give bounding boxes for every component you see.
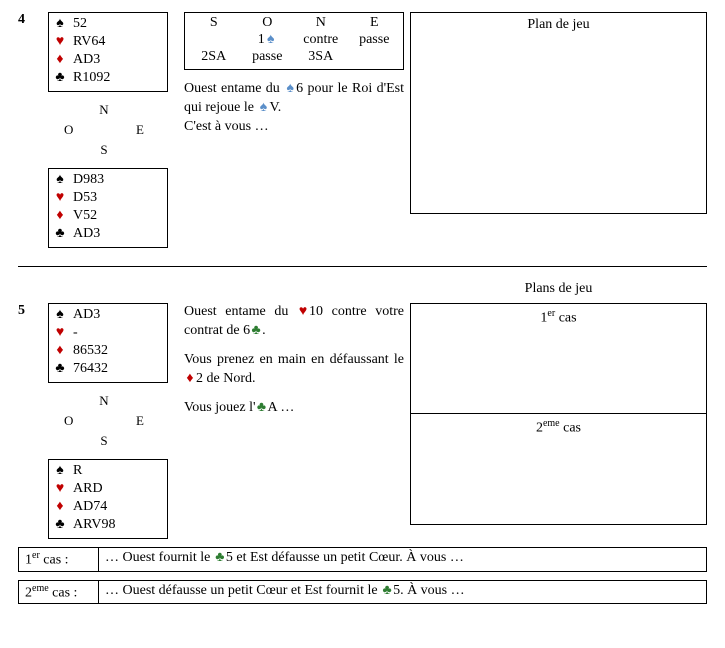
- north-clubs: R1092: [73, 69, 110, 87]
- heart-icon: ♥: [297, 303, 309, 322]
- bid-cell: [348, 49, 402, 65]
- problem-number: 5: [18, 303, 42, 319]
- club-icon: ♣: [53, 69, 67, 87]
- south-clubs: AD3: [73, 225, 100, 243]
- spade-icon: ♠: [284, 80, 296, 99]
- south-hearts: D53: [73, 189, 97, 207]
- narrative-text: Ouest entame du ♠6 pour le Roi d'Est qui…: [184, 80, 404, 137]
- narrative-text: Ouest entame du ♥10 contre votre contrat…: [184, 303, 404, 417]
- bid-cell: contre: [294, 32, 348, 48]
- club-icon: ♣: [53, 225, 67, 243]
- spade-icon: ♠: [53, 462, 67, 480]
- compass-e: E: [136, 413, 144, 429]
- club-icon: ♣: [381, 583, 393, 599]
- bid-header: E: [348, 15, 402, 31]
- south-spades: D983: [73, 171, 104, 189]
- problem-5: 5 ♠AD3 ♥- ♦86532 ♣76432 N S E O ♠R ♥ARD …: [18, 303, 707, 539]
- heart-icon: ♥: [53, 33, 67, 51]
- club-icon: ♣: [255, 399, 267, 418]
- heart-icon: ♥: [53, 480, 67, 498]
- north-spades: AD3: [73, 306, 100, 324]
- plans-header: Plans de jeu: [410, 281, 707, 303]
- diamond-icon: ♦: [53, 207, 67, 225]
- spade-icon: ♠: [257, 99, 269, 118]
- plan-title: Plan de jeu: [411, 13, 706, 37]
- south-diamonds: AD74: [73, 498, 107, 516]
- problem-number: 4: [18, 12, 42, 28]
- south-hearts: ARD: [73, 480, 103, 498]
- club-icon: ♣: [53, 516, 67, 534]
- bid-cell: 1♠: [241, 32, 295, 48]
- case1-row: 1er cas : … Ouest fournit le ♣5 et Est d…: [18, 547, 707, 572]
- bid-cell: [187, 32, 241, 48]
- diamond-icon: ♦: [53, 342, 67, 360]
- problem-5-header-row: Plans de jeu: [18, 281, 707, 303]
- hands-column: ♠AD3 ♥- ♦86532 ♣76432 N S E O ♠R ♥ARD ♦A…: [48, 303, 178, 539]
- compass-s: S: [100, 433, 107, 449]
- case2-row: 2eme cas : … Ouest défausse un petit Cœu…: [18, 580, 707, 605]
- spade-icon: ♠: [53, 171, 67, 189]
- club-icon: ♣: [53, 360, 67, 378]
- plans-split-box: 1er cas 2eme cas: [410, 303, 707, 525]
- heart-icon: ♥: [53, 189, 67, 207]
- bidding-box: S O N E 1♠ contre passe 2SA passe 3SA: [184, 12, 404, 70]
- case2-header: 2eme cas: [411, 414, 706, 524]
- north-diamonds: 86532: [73, 342, 108, 360]
- north-hand: ♠ AD3 ♥- ♦ 86532 ♣ 76432: [48, 303, 168, 383]
- north-spades: 52: [73, 15, 87, 33]
- bid-cell: 3SA: [294, 49, 348, 65]
- diamond-icon: ♦: [184, 370, 196, 389]
- club-icon: ♣: [250, 322, 262, 341]
- diamond-icon: ♦: [53, 498, 67, 516]
- bidding-grid: S O N E 1♠ contre passe 2SA passe 3SA: [185, 13, 403, 69]
- south-clubs: ARV98: [73, 516, 115, 534]
- south-hand: ♠ D983 ♥ D53 ♦ V52 ♣ AD3: [48, 168, 168, 248]
- club-icon: ♣: [214, 550, 226, 566]
- divider: [18, 266, 707, 267]
- compass-n: N: [99, 102, 108, 118]
- north-hearts: -: [73, 324, 78, 342]
- north-diamonds: AD3: [73, 51, 100, 69]
- case1-label: 1er cas :: [19, 548, 99, 571]
- case1-header: 1er cas: [411, 304, 706, 414]
- south-hand: ♠ R ♥ ARD ♦ AD74 ♣ ARV98: [48, 459, 168, 539]
- bid-header: O: [241, 15, 295, 31]
- heart-icon: ♥: [53, 324, 67, 342]
- north-hearts: RV64: [73, 33, 105, 51]
- case1-text: … Ouest fournit le ♣5 et Est défausse un…: [99, 548, 706, 571]
- bidding-narrative-column: S O N E 1♠ contre passe 2SA passe 3SA Ou…: [184, 12, 404, 137]
- bid-cell: 2SA: [187, 49, 241, 65]
- case2-label: 2eme cas :: [19, 581, 99, 604]
- compass-w: O: [64, 122, 73, 138]
- compass-w: O: [64, 413, 73, 429]
- bid-header: S: [187, 15, 241, 31]
- compass: N S E O: [64, 393, 144, 449]
- plan-box: Plan de jeu: [410, 12, 707, 214]
- south-spades: R: [73, 462, 82, 480]
- problem-4: 4 ♠ 52 ♥ RV64 ♦ AD3 ♣ R1092 N S E O ♠ D983 ♥ D…: [18, 12, 707, 248]
- hands-column: ♠ 52 ♥ RV64 ♦ AD3 ♣ R1092 N S E O ♠ D983 ♥ D53…: [48, 12, 178, 248]
- north-hand: ♠ 52 ♥ RV64 ♦ AD3 ♣ R1092: [48, 12, 168, 92]
- compass-e: E: [136, 122, 144, 138]
- bid-cell: passe: [348, 32, 402, 48]
- spade-icon: ♠: [53, 306, 67, 324]
- north-clubs: 76432: [73, 360, 108, 378]
- case2-text: … Ouest défausse un petit Cœur et Est fo…: [99, 581, 706, 604]
- spade-icon: ♠: [265, 32, 277, 48]
- diamond-icon: ♦: [53, 51, 67, 69]
- compass-n: N: [99, 393, 108, 409]
- compass: N S E O: [64, 102, 144, 158]
- compass-s: S: [100, 142, 107, 158]
- south-diamonds: V52: [73, 207, 97, 225]
- spade-icon: ♠: [53, 15, 67, 33]
- bid-header: N: [294, 15, 348, 31]
- bid-cell: passe: [241, 49, 295, 65]
